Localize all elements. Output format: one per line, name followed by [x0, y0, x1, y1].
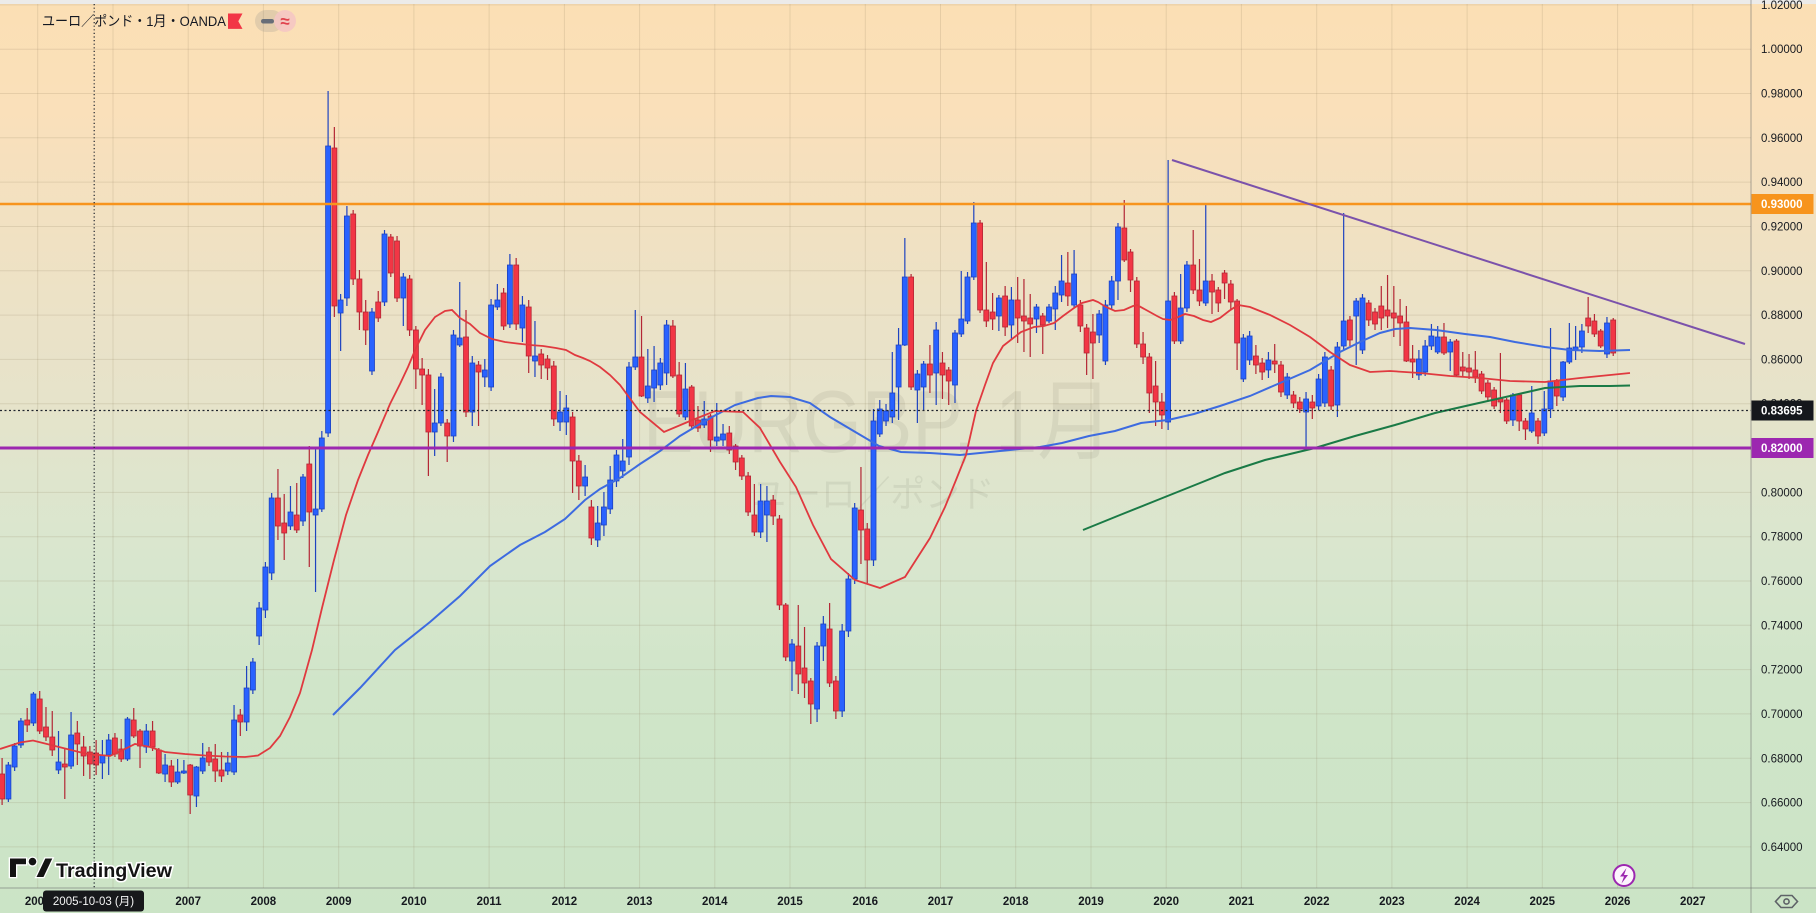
svg-text:2027: 2027 [1680, 896, 1706, 908]
svg-text:2012: 2012 [552, 896, 578, 908]
svg-text:0.86000: 0.86000 [1761, 354, 1803, 366]
svg-text:0.83695: 0.83695 [1761, 406, 1803, 418]
svg-text:2025: 2025 [1530, 896, 1556, 908]
svg-text:0.98000: 0.98000 [1761, 89, 1803, 101]
svg-text:1.02000: 1.02000 [1761, 0, 1803, 12]
svg-text:0.72000: 0.72000 [1761, 665, 1803, 677]
svg-text:2013: 2013 [627, 896, 653, 908]
svg-text:0.93000: 0.93000 [1761, 199, 1803, 211]
svg-text:2024: 2024 [1454, 896, 1480, 908]
svg-text:2009: 2009 [326, 896, 352, 908]
svg-text:2016: 2016 [853, 896, 879, 908]
svg-text:0.70000: 0.70000 [1761, 709, 1803, 721]
svg-text:2005-10-03 (月): 2005-10-03 (月) [53, 896, 134, 908]
svg-text:0.92000: 0.92000 [1761, 222, 1803, 234]
svg-text:0.76000: 0.76000 [1761, 576, 1803, 588]
svg-text:2026: 2026 [1605, 896, 1631, 908]
svg-text:2007: 2007 [175, 896, 201, 908]
svg-text:0.80000: 0.80000 [1761, 487, 1803, 499]
svg-text:ユーロ／ポンド・1月・OANDA: ユーロ／ポンド・1月・OANDA [42, 13, 227, 29]
svg-text:2022: 2022 [1304, 896, 1330, 908]
svg-text:0.88000: 0.88000 [1761, 310, 1803, 322]
svg-text:2018: 2018 [1003, 896, 1029, 908]
svg-text:2019: 2019 [1078, 896, 1104, 908]
svg-text:2017: 2017 [928, 896, 954, 908]
svg-text:0.78000: 0.78000 [1761, 532, 1803, 544]
svg-text:2015: 2015 [777, 896, 803, 908]
svg-text:1.00000: 1.00000 [1761, 44, 1803, 56]
svg-text:2023: 2023 [1379, 896, 1405, 908]
svg-text:0.68000: 0.68000 [1761, 753, 1803, 765]
svg-text:2020: 2020 [1153, 896, 1179, 908]
svg-text:0.82000: 0.82000 [1761, 443, 1803, 455]
svg-text:2014: 2014 [702, 896, 728, 908]
svg-text:2021: 2021 [1229, 896, 1255, 908]
svg-text:≈: ≈ [280, 12, 289, 31]
svg-text:0.74000: 0.74000 [1761, 620, 1803, 632]
svg-text:0.66000: 0.66000 [1761, 798, 1803, 810]
svg-text:0.94000: 0.94000 [1761, 177, 1803, 189]
svg-text:2008: 2008 [251, 896, 277, 908]
svg-text:0.90000: 0.90000 [1761, 266, 1803, 278]
svg-text:0.96000: 0.96000 [1761, 133, 1803, 145]
svg-text:2010: 2010 [401, 896, 427, 908]
svg-text:2011: 2011 [477, 896, 503, 908]
svg-text:0.64000: 0.64000 [1761, 842, 1803, 854]
svg-text:TradingView: TradingView [56, 861, 172, 882]
